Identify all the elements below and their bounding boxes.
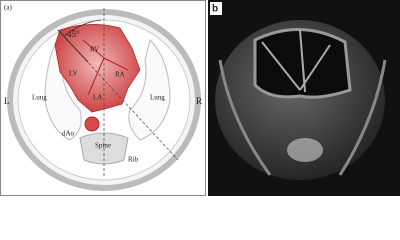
heart xyxy=(54,24,141,113)
lung-right-shape xyxy=(128,39,171,141)
figure: (a) 45° RV LV RA LA Lung Lung L R dAo Sp… xyxy=(0,0,400,196)
side-label: R xyxy=(196,96,202,106)
arrow xyxy=(57,29,89,63)
label-box xyxy=(210,2,222,15)
panel-b: b xyxy=(208,0,400,196)
chamber-label: LV xyxy=(69,70,78,78)
panel-label: b xyxy=(212,4,218,15)
panel-a: (a) 45° RV LV RA LA Lung Lung L R dAo Sp… xyxy=(0,0,206,196)
panel-label: (a) xyxy=(4,4,12,12)
angle-arc xyxy=(63,19,102,37)
axis-line xyxy=(57,29,179,161)
lung-label: Lung xyxy=(150,94,165,102)
side-label: L xyxy=(4,96,10,106)
spine-echo xyxy=(287,138,323,162)
septum-echo xyxy=(261,29,331,93)
aorta-shape xyxy=(84,116,100,132)
lung-label: Lung xyxy=(32,94,47,102)
septum xyxy=(103,57,129,71)
rib-label: Rib xyxy=(128,156,139,164)
spine-label: Spine xyxy=(95,142,111,150)
chamber-label: RA xyxy=(115,71,125,79)
rib-echo xyxy=(218,59,387,176)
aorta-label: dAo xyxy=(62,130,75,138)
chamber-label: RV xyxy=(90,46,99,54)
angle-label: 45° xyxy=(67,29,80,39)
chamber-label: LA xyxy=(93,94,102,102)
lung-left-shape xyxy=(44,33,82,141)
